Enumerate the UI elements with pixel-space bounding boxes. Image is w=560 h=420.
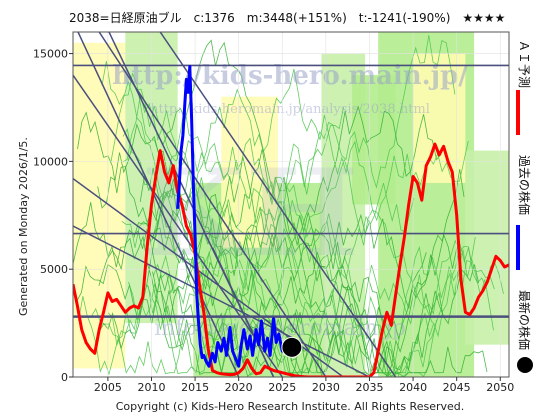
simulation-line xyxy=(122,128,433,374)
x-tick-label: 2050 xyxy=(486,381,514,394)
y-tick-label: 15000 xyxy=(33,48,68,61)
x-tick-label: 2020 xyxy=(225,381,253,394)
y-tick-label: 5000 xyxy=(40,263,68,276)
legend-label-ai-forecast: ＡＩ予測 xyxy=(517,40,531,88)
series-past-price xyxy=(176,65,292,368)
diagonal-trend-line xyxy=(98,32,327,377)
legend-label-latest-price: 最新の株価 xyxy=(517,290,532,350)
series-layer xyxy=(73,65,509,377)
legend-swatch-ai-forecast xyxy=(516,90,520,135)
x-tick-label: 2030 xyxy=(312,381,340,394)
diagonal-trend-line xyxy=(73,74,283,377)
diagonal-trend-line xyxy=(77,32,240,377)
simulation-line xyxy=(91,158,415,375)
y-tick-label: 0 xyxy=(61,371,68,384)
diagonal-trend-line xyxy=(211,247,275,377)
legend-item-past-price: 過去の株価 xyxy=(516,155,532,270)
x-tick-label: 2035 xyxy=(355,381,383,394)
legend-swatch-past-price xyxy=(516,225,520,270)
legend-marker-latest-price xyxy=(517,357,533,373)
simulation-line xyxy=(133,213,427,365)
simulation-line xyxy=(152,223,437,377)
y-axis: 0 5000 10000 15000 xyxy=(33,48,73,384)
legend: ＡＩ予測 過去の株価 最新の株価 xyxy=(516,40,533,373)
x-tick-label: 2025 xyxy=(268,381,296,394)
chart-title: 2038=日経原油ブル c:1376 m:3448(+151%) t:-1241… xyxy=(69,10,505,25)
diagonal-trend-line xyxy=(159,32,397,377)
legend-item-ai-forecast: ＡＩ予測 xyxy=(516,40,531,135)
legend-label-past-price: 過去の株価 xyxy=(517,155,532,215)
latest-layer xyxy=(281,336,303,358)
simulation-line xyxy=(152,271,323,377)
plot-layer: KH http://kids-hero.main.jp/ http://kids… xyxy=(73,32,509,377)
simulation-line xyxy=(97,123,351,282)
watermark-sub-url: http://kids-heromain.jp/analysis/2038.ht… xyxy=(150,102,430,117)
plot-border xyxy=(72,31,510,378)
x-tick-label: 2010 xyxy=(137,381,165,394)
y-tick-label: 10000 xyxy=(33,155,68,168)
x-tick-label: 2005 xyxy=(94,381,122,394)
x-tick-label: 2040 xyxy=(399,381,427,394)
diagonal-trend-line xyxy=(73,225,370,377)
copyright-footer: Copyright (c) Kids-Hero Research Institu… xyxy=(116,400,465,413)
latest-price-marker xyxy=(281,336,303,358)
x-tick-label: 2045 xyxy=(443,381,471,394)
simulation-line xyxy=(128,243,504,377)
simulation-line xyxy=(98,156,444,374)
x-tick-label: 2015 xyxy=(181,381,209,394)
horizontal-reference-lines xyxy=(73,64,509,318)
simulation-line xyxy=(131,35,456,206)
simulation-line xyxy=(139,105,442,290)
simulation-line xyxy=(110,69,469,222)
generated-date-label: Generated on Monday 2026/1/5. xyxy=(17,137,30,316)
series-ai-forecast xyxy=(73,142,509,377)
legend-item-latest-price: 最新の株価 xyxy=(517,290,533,373)
x-axis: 2005 2010 2015 2020 2025 2030 2035 2040 2045 2050 xyxy=(94,377,514,394)
